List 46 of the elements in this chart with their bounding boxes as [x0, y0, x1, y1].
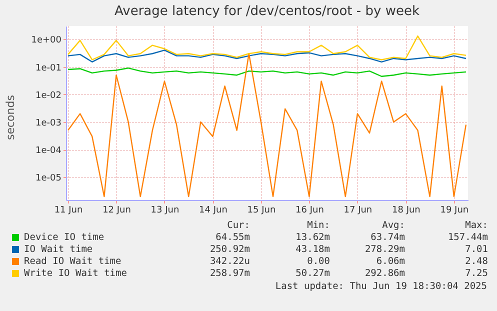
text: 342.22u	[210, 256, 250, 267]
text: 258.97m	[210, 268, 250, 279]
text: 157.44m	[448, 232, 488, 243]
text: Cur:	[227, 220, 250, 231]
text: 292.86m	[364, 268, 405, 279]
text: 50.27m	[296, 268, 330, 279]
line-series	[67, 67, 467, 77]
x-tick-label: 11 Jun	[54, 206, 83, 216]
y-tick-label: 1e-02	[36, 90, 62, 101]
text: 6.06m	[376, 256, 405, 267]
x-tick-label: 17 Jun	[344, 206, 372, 216]
x-tick-label: 19 Jun	[440, 206, 469, 216]
y-tick-label: 1e+00	[31, 36, 62, 46]
x-tick-label: 16 Jun	[296, 206, 324, 216]
legend-label: Device IO time	[24, 232, 104, 243]
text: 7.01	[465, 244, 488, 255]
y-tick-label: 1e-04	[36, 146, 62, 156]
text: 13.62m	[296, 232, 330, 243]
text: 43.18m	[296, 244, 330, 255]
legend-label: Write IO Wait time	[24, 268, 127, 279]
text: Last update: Thu Jun 19 18:30:04 2025	[275, 281, 487, 292]
y-tick-label: 1e-05	[36, 174, 62, 184]
text: 7.25	[465, 268, 488, 279]
chart-title: Average latency for /dev/centos/root - by week	[114, 4, 420, 19]
line-series	[67, 53, 467, 198]
legend-label: IO Wait time	[24, 244, 93, 255]
text: Avg:	[382, 220, 405, 231]
y-tick-label: 1e-03	[36, 118, 62, 129]
line-series	[67, 50, 467, 63]
x-tick-label: 14 Jun	[199, 206, 228, 216]
y-axis-title: seconds	[4, 95, 17, 140]
legend-label: Read IO Wait time	[24, 256, 122, 267]
line-series	[67, 35, 467, 60]
x-tick-label: 18 Jun	[392, 206, 420, 216]
x-tick-label: 13 Jun	[150, 206, 180, 216]
text: 0.00	[307, 256, 330, 267]
y-tick-label: 1e-01	[36, 63, 62, 74]
x-tick-label: 12 Jun	[102, 206, 131, 216]
text: 250.92m	[210, 244, 250, 255]
text: 278.29m	[364, 244, 405, 255]
x-tick-label: 15 Jun	[247, 206, 276, 216]
text: 63.74m	[370, 232, 405, 243]
text: Min:	[307, 220, 330, 231]
text: 2.48	[465, 256, 488, 267]
text: 64.55m	[216, 232, 250, 243]
text: Max:	[465, 220, 488, 231]
